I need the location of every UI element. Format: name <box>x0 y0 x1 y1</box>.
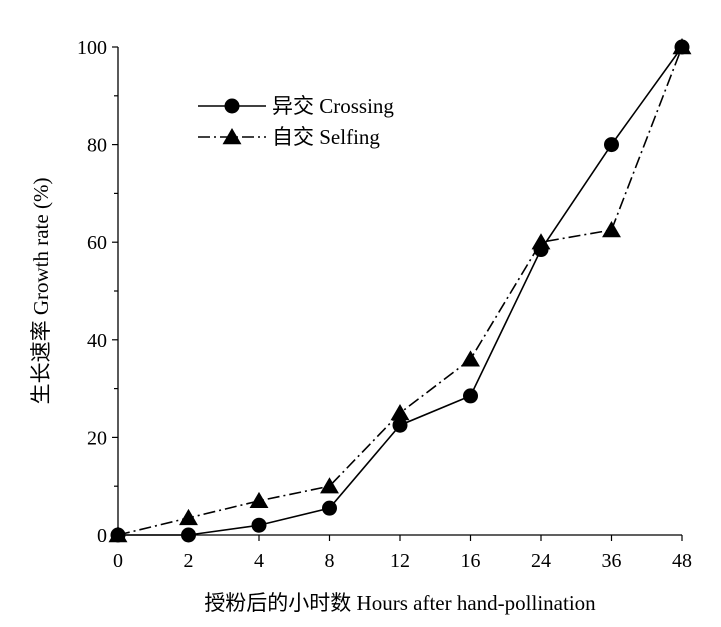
data-point <box>463 388 478 404</box>
y-tick-label: 80 <box>87 135 107 157</box>
data-point <box>320 477 339 494</box>
legend: 异交 Crossing 自交 Selfing <box>198 94 394 149</box>
data-point <box>322 500 337 516</box>
data-point <box>604 137 619 153</box>
x-axis-title: 授粉后的小时数 Hours after hand-pollination <box>204 591 596 615</box>
x-tick-label: 2 <box>184 550 194 572</box>
legend-label: 异交 Crossing <box>272 94 394 118</box>
y-axis-ticks: 0 20 40 60 80 100 <box>77 37 118 547</box>
x-axis-ticks: 0 2 4 8 12 16 24 36 48 <box>113 535 692 572</box>
y-tick-label: 60 <box>87 232 107 254</box>
data-point <box>392 417 408 433</box>
x-tick-label: 24 <box>531 550 551 572</box>
data-point <box>181 527 196 543</box>
x-tick-label: 12 <box>390 550 410 572</box>
data-point <box>602 221 621 238</box>
series-line <box>118 46 683 536</box>
series-0 <box>110 39 690 543</box>
data-point <box>672 38 692 55</box>
data-point <box>179 508 198 526</box>
y-tick-label: 40 <box>87 330 107 352</box>
y-tick-label: 20 <box>87 427 107 449</box>
data-point <box>390 404 410 421</box>
series-layer <box>108 38 692 543</box>
legend-marker <box>224 98 240 114</box>
data-point <box>108 526 128 543</box>
series-1 <box>108 38 692 543</box>
x-tick-label: 16 <box>461 550 481 572</box>
legend-marker <box>222 128 242 145</box>
data-point <box>251 517 267 533</box>
axes <box>117 47 682 536</box>
data-point <box>531 233 551 250</box>
x-tick-label: 36 <box>602 550 622 572</box>
y-tick-label: 0 <box>97 525 107 547</box>
x-tick-label: 4 <box>254 550 264 572</box>
x-tick-label: 48 <box>672 550 692 572</box>
x-tick-label: 8 <box>325 550 335 572</box>
x-tick-label: 0 <box>113 550 123 572</box>
data-point <box>249 491 269 509</box>
y-tick-label: 100 <box>77 37 107 59</box>
legend-label: 自交 Selfing <box>272 125 380 149</box>
y-axis-title: 生长速率 Growth rate (%) <box>29 178 53 405</box>
data-point <box>461 350 480 367</box>
series-line <box>117 46 683 536</box>
